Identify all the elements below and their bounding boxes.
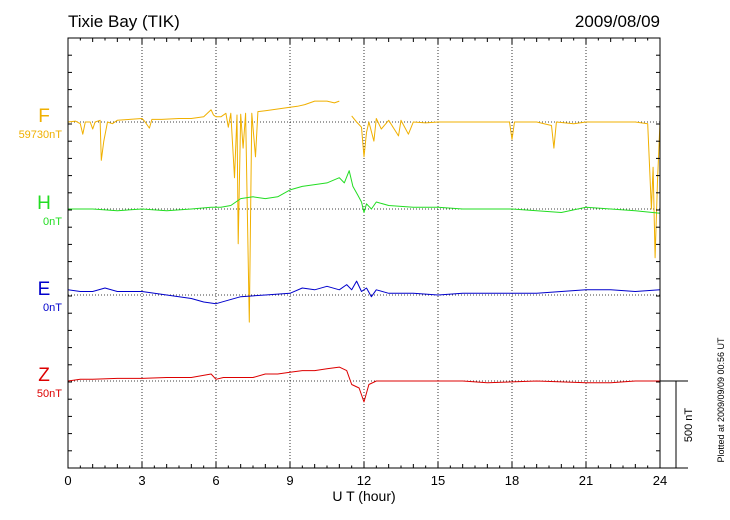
x-tick-label-15: 15 (431, 473, 445, 488)
x-tick-label-12: 12 (357, 473, 371, 488)
series-line-Z (67, 366, 660, 403)
x-tick-labels: 0 3 6 9 12 15 18 21 24 (64, 473, 667, 488)
x-tick-label-6: 6 (212, 473, 219, 488)
grid-lines (141, 38, 587, 468)
series-label-F: F (38, 106, 50, 127)
series-baseline-E: 0nT (43, 302, 62, 314)
axis-ticks (67, 37, 661, 469)
x-tick-label-18: 18 (505, 473, 519, 488)
scale-bar: 500 nT (660, 380, 695, 469)
series-baseline-H: 0nT (43, 216, 62, 228)
series-line-H (68, 170, 661, 214)
x-tick-label-0: 0 (64, 473, 71, 488)
chart-date: 2009/08/09 (575, 12, 660, 31)
series-line-E (67, 280, 661, 305)
series-baseline-F: 59730nT (19, 129, 63, 141)
plotted-note: Plotted at 2009/09/09 00:56 UT (716, 337, 726, 463)
scale-bar-label: 500 nT (683, 408, 695, 443)
series-traces (67, 100, 661, 403)
series-label-E: E (38, 279, 51, 300)
series-label-H: H (37, 193, 51, 214)
x-tick-label-9: 9 (286, 473, 293, 488)
plot-frame (67, 37, 661, 469)
x-tick-label-24: 24 (653, 473, 667, 488)
chart-title: Tixie Bay (TIK) (68, 12, 180, 31)
series-baseline-Z: 50nT (37, 388, 62, 400)
series-label-Z: Z (38, 365, 50, 386)
x-tick-label-21: 21 (579, 473, 593, 488)
x-tick-label-3: 3 (138, 473, 145, 488)
series-line-F (67, 100, 661, 323)
x-axis-title: U T (hour) (332, 488, 395, 504)
series-labels: F 59730nT H 0nT E 0nT Z 50nT (19, 106, 63, 400)
